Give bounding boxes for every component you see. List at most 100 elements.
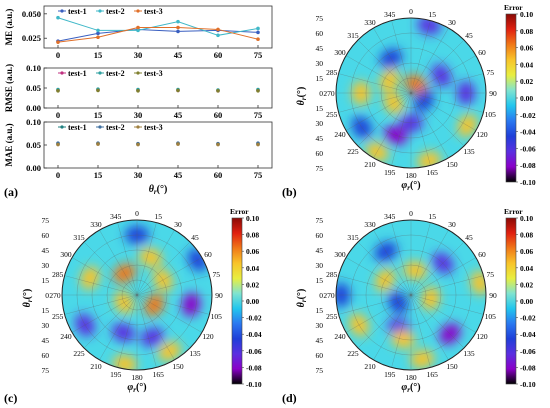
radial-tick-label: 30: [316, 59, 324, 68]
polar-grid-spoke: [357, 241, 412, 296]
polar-grid-spoke: [136, 257, 203, 296]
colorbar-tick-label: 0.06: [246, 247, 259, 256]
polar-grid-ring: [91, 249, 183, 341]
polar-grid-spoke: [410, 241, 465, 296]
polar-grid-spoke: [410, 27, 449, 94]
heatmap-background: [62, 220, 212, 370]
subplot-2: 0.10 0.05 0.00 0 15 30 45 60 75 MAE (a.u.) test-1 t…: [4, 117, 273, 180]
angle-tick-label: 135: [463, 147, 475, 156]
colorbar-tick-label: 0.02: [520, 280, 533, 289]
polar-grid-spoke: [338, 294, 412, 315]
angle-tick-label: 105: [485, 110, 497, 119]
colorbar-tick-label: 0.04: [246, 264, 259, 273]
polar-grid-spoke: [136, 229, 175, 296]
x-tick-label: 30: [134, 50, 143, 60]
colorbar: [231, 217, 243, 385]
legend-label: test-3: [144, 7, 163, 16]
polar-grid-spoke: [410, 92, 477, 131]
polar-grid-spoke: [373, 92, 412, 159]
radial-tick-label: 30: [316, 321, 324, 330]
data-point: [216, 27, 220, 32]
heatmap-blob: [383, 91, 404, 115]
polar-grid-ring: [380, 62, 442, 124]
polar-grid-spoke: [373, 294, 412, 361]
radial-tick-label: 60: [316, 29, 324, 38]
angle-tick-label: 60: [204, 250, 212, 259]
polar-grid-spoke: [410, 229, 449, 296]
polar-grid-ring: [106, 264, 168, 326]
polar-grid-spoke: [410, 92, 465, 147]
polar-grid-spoke: [410, 294, 465, 349]
angle-tick-label: 15: [154, 212, 162, 221]
heatmap-blob: [439, 323, 461, 345]
angle-tick-label: 345: [384, 212, 396, 221]
legend-label: test-3: [144, 69, 163, 78]
x-tick-label: 45: [174, 50, 183, 60]
angle-tick-label: 255: [52, 312, 64, 321]
angle-tick-label: 195: [384, 370, 396, 379]
radial-tick-label: 30: [316, 119, 324, 128]
x-tick-label: 75: [254, 110, 263, 120]
data-point: [176, 19, 180, 24]
radial-tick-label: 75: [316, 164, 324, 173]
polar-grid-spoke: [136, 222, 157, 296]
x-tick-label: 15: [94, 110, 103, 120]
polar-grid-spoke: [71, 294, 138, 333]
heatmap-blob: [399, 114, 423, 132]
subplot-frame: [43, 5, 273, 49]
polar-grid-spoke: [373, 229, 412, 296]
x-tick-label: 0: [56, 50, 60, 60]
data-point: [96, 88, 100, 93]
colorbar-tick-label: -0.04: [520, 330, 536, 339]
polar-grid-spoke: [338, 275, 412, 296]
colorbar-tick-label: -0.10: [520, 380, 536, 389]
x-tick-label: 75: [254, 50, 263, 60]
data-point: [216, 142, 220, 147]
polar-grid-spoke: [71, 257, 138, 296]
heatmap-blob: [421, 286, 440, 311]
angle-tick-label: 300: [334, 48, 346, 57]
polar-grid-spoke: [410, 222, 431, 296]
angle-tick-label: 75: [486, 68, 494, 77]
subplot-0: 0.050 0.025 0 15 30 45 60 75 ME (a.u.) test-1 test…: [4, 5, 273, 60]
polar-grid-ring: [121, 279, 153, 311]
heatmap-field: [336, 18, 486, 168]
radial-tick-label: 75: [42, 216, 50, 225]
polar-grid-spoke: [410, 92, 449, 159]
polar-grid-ring: [395, 279, 427, 311]
heatmap-blob: [457, 114, 478, 137]
colorbar-tick-label: 0.04: [520, 60, 533, 69]
data-point: [96, 31, 100, 36]
polar-grid-ring: [76, 234, 198, 356]
heatmap-blob: [75, 313, 95, 337]
polar-grid-spoke: [410, 294, 431, 368]
y-tick-label: 0.10: [26, 63, 41, 73]
x-tick-label: 30: [134, 110, 143, 120]
angle-tick-label: 90: [489, 89, 497, 98]
angle-tick-label: 270: [323, 89, 335, 98]
radial-tick-label: 15: [42, 306, 50, 315]
angle-tick-label: 15: [428, 10, 436, 19]
angle-tick-label: 285: [326, 68, 338, 77]
colorbar-tick-label: 0.00: [520, 297, 533, 306]
angle-tick-label: 345: [110, 212, 122, 221]
data-point: [56, 40, 60, 44]
y-axis-label: RMSE (a.u.): [4, 64, 14, 112]
angle-tick-label: 15: [428, 212, 436, 221]
angle-tick-label: 270: [323, 291, 335, 300]
panel-label-c: (c): [4, 391, 17, 405]
panel-label-a: (a): [4, 185, 18, 199]
angle-tick-label: 240: [60, 332, 72, 341]
data-point: [56, 89, 60, 93]
polar-grid-spoke: [345, 294, 412, 333]
polar-grid-spoke: [391, 294, 412, 368]
polar-grid-spoke: [410, 275, 484, 296]
polar-grid-spoke: [136, 275, 210, 296]
polar-grid-spoke: [357, 39, 412, 94]
x-tick-label: 0: [56, 110, 60, 120]
radial-tick-label: 75: [316, 216, 324, 225]
x-tick-label: 60: [214, 170, 223, 180]
polar-grid-spoke: [136, 294, 175, 361]
radial-tick-label: 60: [316, 231, 324, 240]
